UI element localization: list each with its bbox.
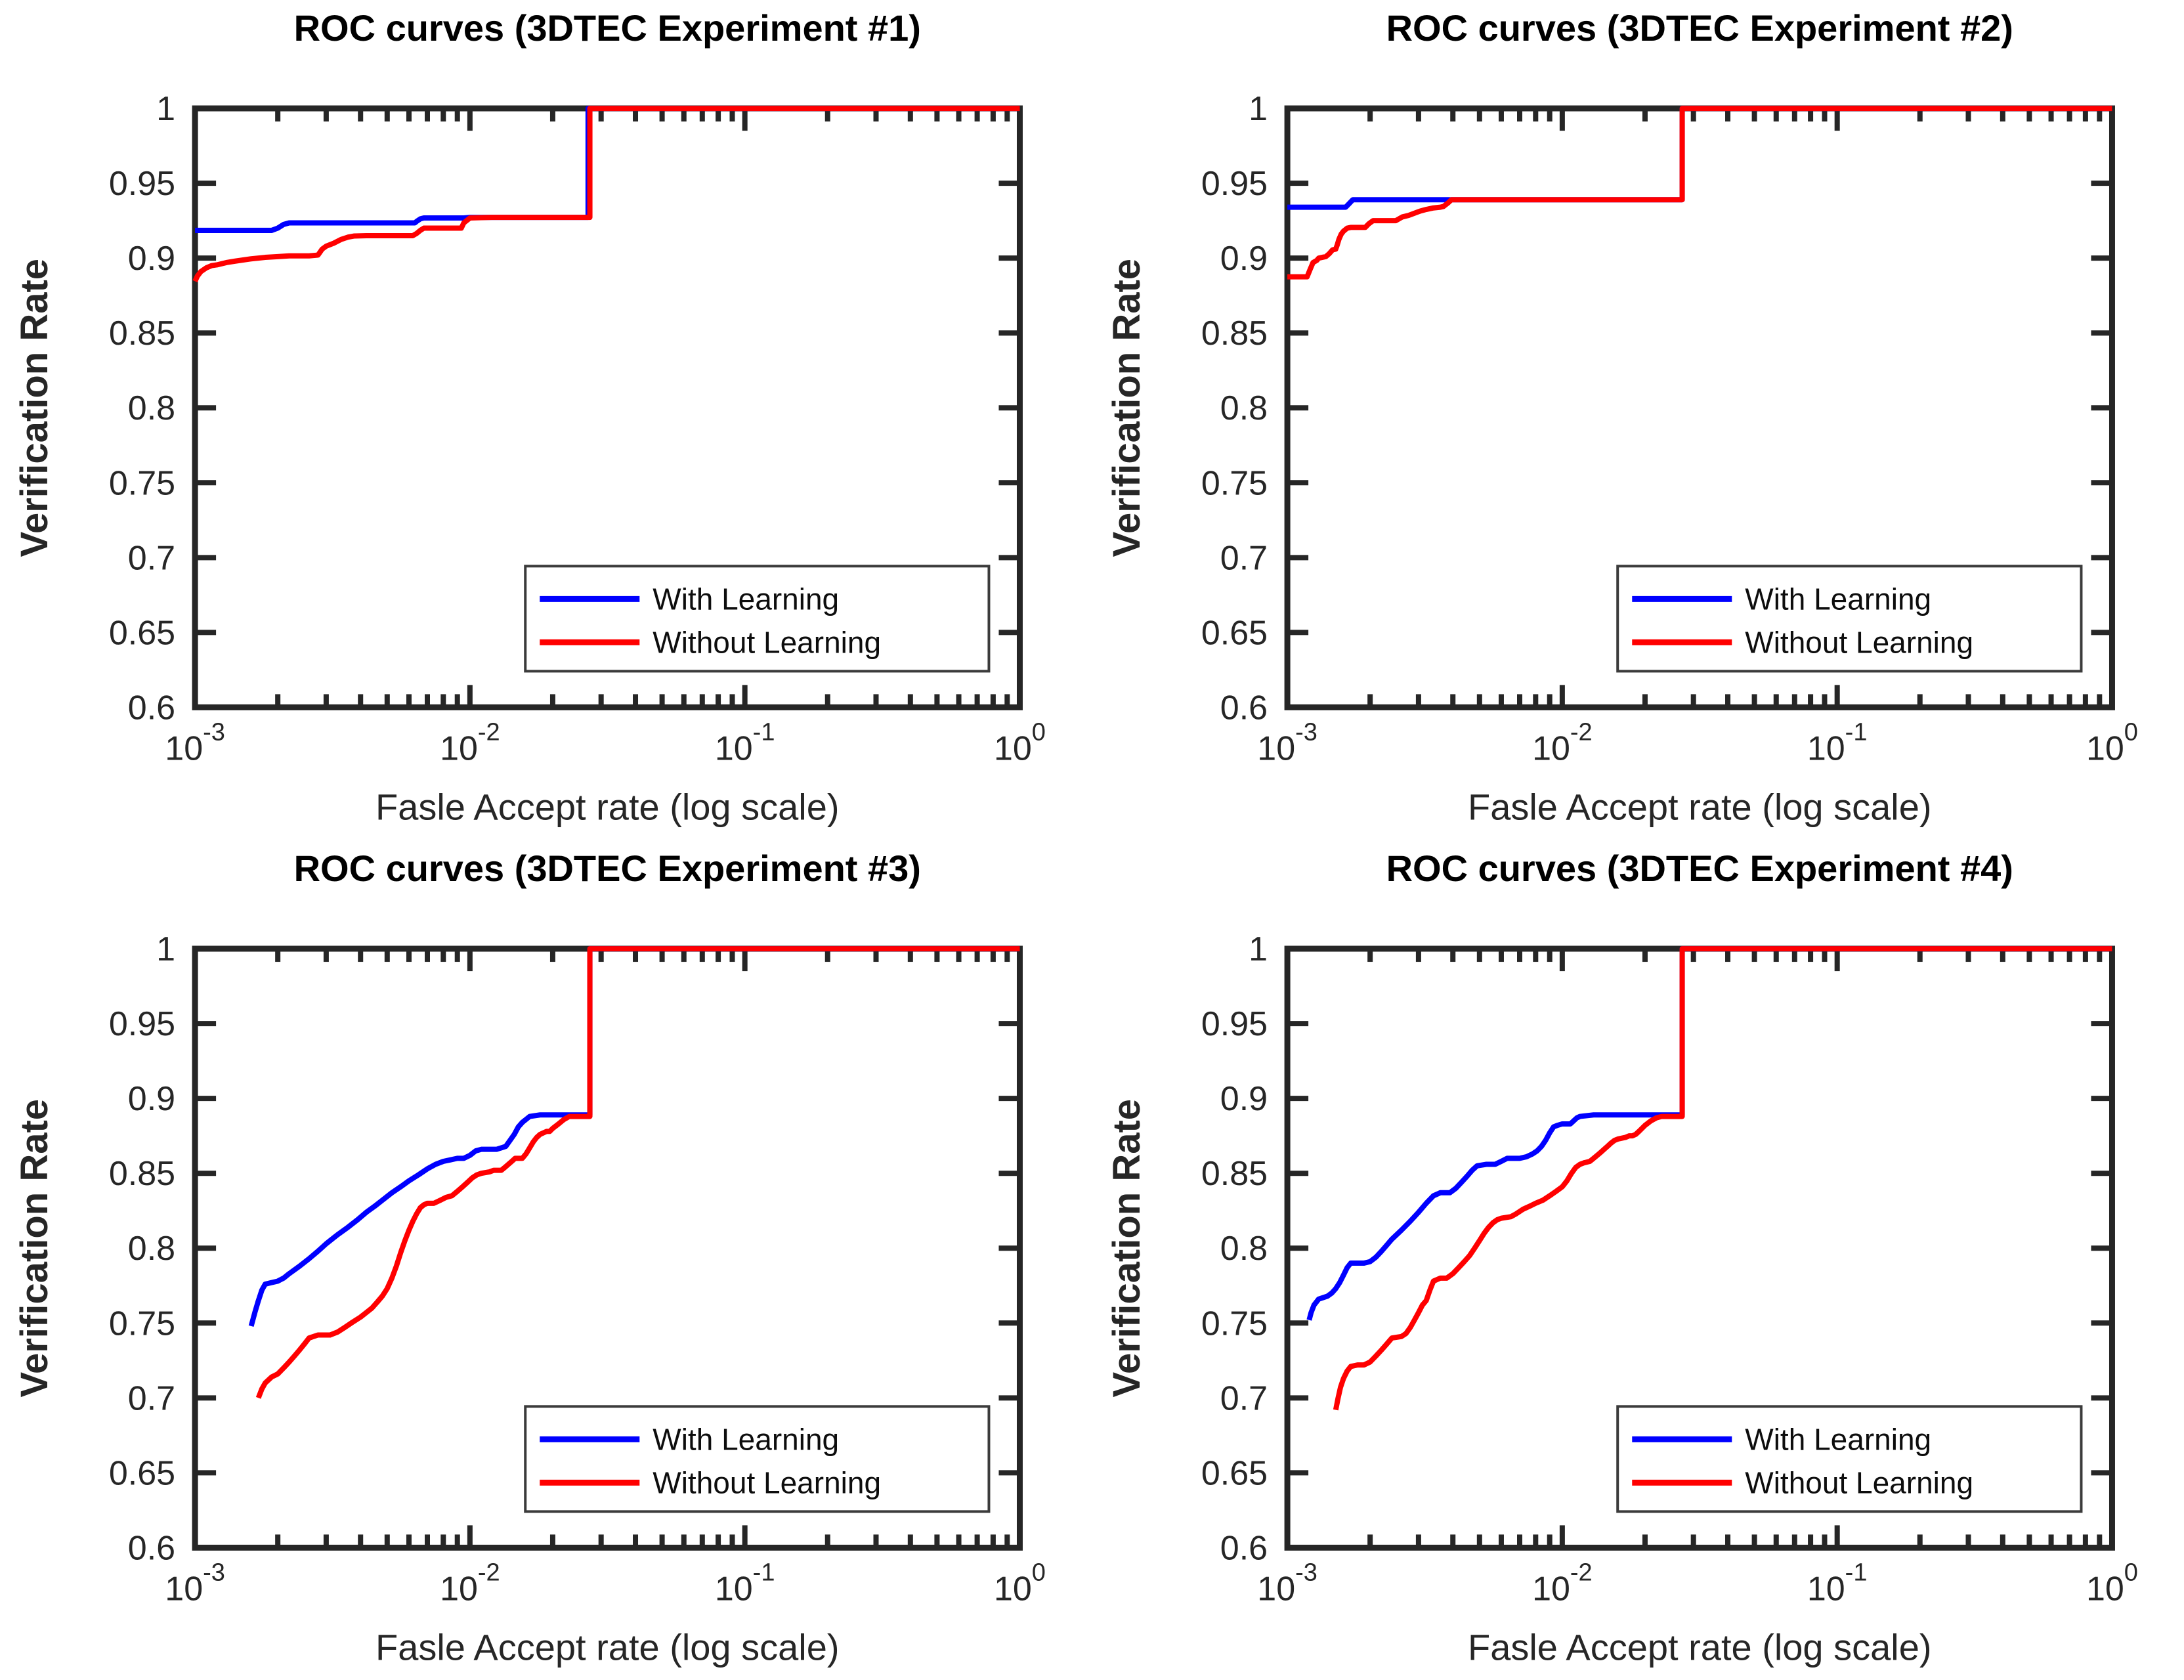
curve-without-learning bbox=[1287, 106, 2112, 280]
x-axis-label: Fasle Accept rate (log scale) bbox=[1468, 786, 1932, 827]
legend-box bbox=[524, 565, 991, 673]
legend-label: Without Learning bbox=[653, 625, 881, 659]
x-tick-label: 10-2 bbox=[440, 718, 500, 767]
y-tick-label: 1 bbox=[156, 930, 175, 968]
legend-label: With Learning bbox=[1745, 582, 1931, 616]
y-tick-label: 0.65 bbox=[109, 1454, 175, 1492]
x-tick-label: 10-3 bbox=[165, 718, 225, 767]
plot-area: 0.6 0.65 0.7 0.75 0.8 0.85 0.9 0.95 1 10-3 10-2 10-… bbox=[109, 90, 1046, 767]
y-tick-label: 0.65 bbox=[1201, 614, 1267, 652]
y-tick-label: 1 bbox=[1249, 90, 1268, 128]
x-tick-label: 100 bbox=[994, 718, 1046, 767]
y-tick-label: 0.75 bbox=[109, 464, 175, 502]
roc-chart-experiment-2: ROC curves (3DTEC Experiment #2) Fasle A… bbox=[1092, 0, 2184, 840]
x-tick-label: 10-1 bbox=[1807, 718, 1867, 767]
legend-label: With Learning bbox=[653, 582, 839, 616]
curve-with-learning bbox=[1306, 945, 2112, 1321]
x-tick-label: 100 bbox=[994, 1559, 1046, 1608]
x-tick-label: 10-1 bbox=[1807, 1559, 1867, 1608]
x-axis-label: Fasle Accept rate (log scale) bbox=[375, 1626, 840, 1668]
curve-with-learning bbox=[195, 106, 1020, 233]
y-tick-label: 0.95 bbox=[109, 165, 175, 203]
y-tick-label: 0.95 bbox=[1201, 165, 1267, 203]
plot-area: 0.6 0.65 0.7 0.75 0.8 0.85 0.9 0.95 1 10-3 10-2 10-… bbox=[1201, 90, 2137, 767]
y-tick-label: 0.65 bbox=[1201, 1454, 1267, 1492]
x-axis-label: Fasle Accept rate (log scale) bbox=[1468, 1626, 1932, 1668]
x-tick-label: 10-2 bbox=[1532, 1559, 1593, 1608]
y-axis-label: Verification Rate bbox=[1105, 1098, 1148, 1397]
y-tick-label: 0.7 bbox=[128, 1379, 175, 1417]
y-tick-label: 0.8 bbox=[128, 1230, 175, 1268]
y-tick-label: 0.7 bbox=[1220, 539, 1267, 577]
x-tick-label: 10-1 bbox=[715, 1559, 775, 1608]
y-tick-label: 0.8 bbox=[1220, 389, 1267, 427]
y-tick-label: 0.9 bbox=[1220, 240, 1267, 278]
roc-chart-experiment-4: ROC curves (3DTEC Experiment #4) Fasle A… bbox=[1092, 840, 2184, 1680]
roc-chart-experiment-3: ROC curves (3DTEC Experiment #3) Fasle A… bbox=[0, 840, 1092, 1680]
legend-box bbox=[1616, 1404, 2082, 1513]
y-tick-label: 0.6 bbox=[128, 1529, 175, 1567]
y-tick-label: 1 bbox=[1249, 930, 1268, 968]
chart-title: ROC curves (3DTEC Experiment #4) bbox=[1386, 848, 2013, 889]
x-axis-label: Fasle Accept rate (log scale) bbox=[375, 786, 840, 827]
y-tick-label: 0.65 bbox=[109, 614, 175, 652]
y-tick-label: 0.85 bbox=[1201, 1155, 1267, 1193]
y-axis-label: Verification Rate bbox=[13, 259, 56, 557]
y-tick-label: 0.8 bbox=[1220, 1230, 1267, 1268]
curve-with-learning bbox=[1287, 106, 2112, 210]
y-tick-label: 0.7 bbox=[128, 539, 175, 577]
y-tick-label: 0.9 bbox=[1220, 1080, 1267, 1118]
curve-without-learning bbox=[255, 945, 1020, 1399]
roc-chart-experiment-1: ROC curves (3DTEC Experiment #1) Fasle A… bbox=[0, 0, 1092, 840]
y-tick-label: 0.6 bbox=[1220, 1529, 1267, 1567]
y-tick-label: 0.9 bbox=[128, 240, 175, 278]
y-tick-label: 0.95 bbox=[109, 1005, 175, 1043]
chart-title: ROC curves (3DTEC Experiment #1) bbox=[294, 7, 921, 49]
plot-area: 0.6 0.65 0.7 0.75 0.8 0.85 0.9 0.95 1 10-3 10-2 10-… bbox=[109, 930, 1046, 1608]
x-tick-label: 10-3 bbox=[1257, 718, 1317, 767]
y-tick-label: 1 bbox=[156, 90, 175, 128]
y-tick-label: 0.75 bbox=[1201, 1304, 1267, 1343]
y-tick-label: 0.9 bbox=[128, 1080, 175, 1118]
y-axis-label: Verification Rate bbox=[13, 1098, 56, 1397]
legend-box bbox=[1616, 565, 2082, 673]
y-tick-label: 0.7 bbox=[1220, 1379, 1267, 1417]
y-tick-label: 0.6 bbox=[1220, 689, 1267, 727]
chart-title: ROC curves (3DTEC Experiment #2) bbox=[1386, 7, 2013, 49]
x-tick-label: 100 bbox=[2086, 718, 2137, 767]
legend-label: Without Learning bbox=[1745, 1465, 1973, 1499]
legend-label: With Learning bbox=[653, 1422, 839, 1456]
x-tick-label: 10-2 bbox=[440, 1559, 500, 1608]
y-tick-label: 0.85 bbox=[1201, 314, 1267, 353]
x-tick-label: 10-2 bbox=[1532, 718, 1593, 767]
legend-label: Without Learning bbox=[1745, 625, 1973, 659]
y-tick-label: 0.75 bbox=[1201, 464, 1267, 502]
curve-without-learning bbox=[192, 106, 1020, 283]
y-axis-label: Verification Rate bbox=[1105, 259, 1148, 557]
legend-label: With Learning bbox=[1745, 1422, 1931, 1456]
curve-without-learning bbox=[1333, 945, 2112, 1410]
x-tick-label: 100 bbox=[2086, 1559, 2137, 1608]
y-tick-label: 0.85 bbox=[109, 1155, 175, 1193]
chart-title: ROC curves (3DTEC Experiment #3) bbox=[294, 848, 921, 889]
y-tick-label: 0.6 bbox=[128, 689, 175, 727]
y-tick-label: 0.8 bbox=[128, 389, 175, 427]
x-tick-label: 10-3 bbox=[165, 1559, 225, 1608]
curve-with-learning bbox=[248, 945, 1020, 1327]
x-tick-label: 10-3 bbox=[1257, 1559, 1317, 1608]
y-tick-label: 0.75 bbox=[109, 1304, 175, 1343]
plot-area: 0.6 0.65 0.7 0.75 0.8 0.85 0.9 0.95 1 10-3 10-2 10-… bbox=[1201, 930, 2137, 1608]
y-tick-label: 0.85 bbox=[109, 314, 175, 353]
x-tick-label: 10-1 bbox=[715, 718, 775, 767]
y-tick-label: 0.95 bbox=[1201, 1005, 1267, 1043]
legend-box bbox=[524, 1404, 991, 1513]
legend-label: Without Learning bbox=[653, 1465, 881, 1499]
